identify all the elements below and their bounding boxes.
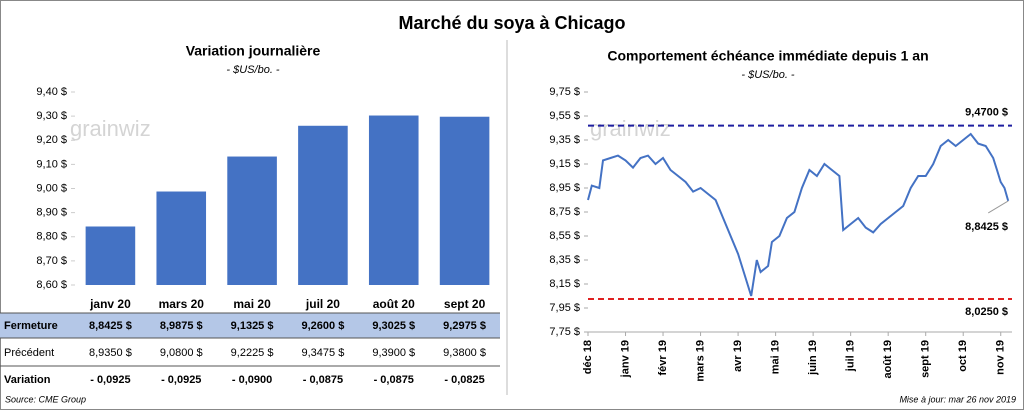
- y-tick-label: 8,90 $: [36, 207, 67, 219]
- x-tick-label: juil 20: [305, 297, 340, 311]
- x-tick-label: août 19: [882, 340, 894, 379]
- x-tick-label: août 20: [373, 297, 415, 311]
- x-tick-label: mai 20: [233, 297, 271, 311]
- x-tick-label: févr 19: [657, 340, 669, 375]
- table-cell: 9,3475 $: [302, 347, 345, 359]
- bar: [298, 125, 348, 286]
- chart-subtitle: - $US/bo. -: [226, 64, 280, 76]
- y-tick-label: 8,15 $: [549, 278, 580, 290]
- x-tick-label: déc 18: [582, 340, 594, 374]
- x-tick-label: nov 19: [995, 340, 1007, 375]
- table-cell: - 0,0925: [161, 374, 201, 386]
- y-tick-label: 8,75 $: [549, 206, 580, 218]
- x-tick-label: juin 19: [807, 340, 819, 376]
- updated: Mise à jour: mar 26 nov 2019: [899, 394, 1016, 404]
- table-cell: 9,2975 $: [443, 320, 486, 332]
- bar: [439, 116, 490, 286]
- table-cell: 9,3025 $: [372, 320, 415, 332]
- y-tick-label: 7,95 $: [549, 302, 580, 314]
- y-tick-label: 8,60 $: [36, 279, 67, 291]
- table-cell: 9,0800 $: [160, 347, 203, 359]
- y-tick-label: 8,95 $: [549, 182, 580, 194]
- y-tick-label: 8,70 $: [36, 255, 67, 267]
- table-cell: 9,1325 $: [231, 320, 274, 332]
- y-tick-label: 9,15 $: [549, 158, 580, 170]
- x-tick-label: janv 20: [89, 297, 131, 311]
- y-tick-label: 9,75 $: [549, 86, 580, 98]
- y-tick-label: 9,30 $: [36, 110, 67, 122]
- table-cell: 8,9350 $: [89, 347, 132, 359]
- y-tick-label: 8,80 $: [36, 231, 67, 243]
- row-highlight: [0, 313, 500, 338]
- bar: [368, 115, 419, 285]
- table-cell: 9,2225 $: [231, 347, 274, 359]
- y-tick-label: 9,40 $: [36, 86, 67, 98]
- row-label: Variation: [4, 374, 51, 386]
- page-title: Marché du soya à Chicago: [398, 13, 625, 33]
- table-cell: - 0,0875: [303, 374, 343, 386]
- reference-label: 8,0250 $: [965, 306, 1008, 318]
- chart-title: Variation journalière: [186, 43, 321, 59]
- bar: [85, 226, 136, 285]
- x-tick-label: sept 19: [920, 340, 932, 378]
- watermark: grainwiz: [590, 116, 671, 141]
- table-cell: 8,9875 $: [160, 320, 203, 332]
- y-tick-label: 9,10 $: [36, 158, 67, 170]
- bar: [156, 191, 207, 285]
- row-label: Précédent: [4, 347, 54, 359]
- table-cell: 9,3800 $: [443, 347, 486, 359]
- source: Source: CME Group: [5, 394, 86, 404]
- y-tick-label: 8,35 $: [549, 254, 580, 266]
- x-tick-label: avr 19: [732, 340, 744, 372]
- x-tick-label: mars 20: [159, 297, 205, 311]
- reference-label: 9,4700 $: [965, 107, 1008, 119]
- table-cell: 9,2600 $: [302, 320, 345, 332]
- table-cell: - 0,0875: [374, 374, 414, 386]
- x-tick-label: janv 19: [619, 340, 631, 378]
- y-tick-label: 8,55 $: [549, 230, 580, 242]
- bar: [227, 156, 277, 285]
- table-cell: - 0,0925: [90, 374, 130, 386]
- x-tick-label: juil 19: [845, 340, 857, 372]
- end-label: 8,8425 $: [965, 221, 1008, 233]
- leader: [987, 200, 1009, 214]
- x-tick-label: mai 19: [770, 340, 782, 374]
- table-cell: 9,3900 $: [372, 347, 415, 359]
- chart-title: Comportement échéance immédiate depuis 1…: [607, 48, 928, 64]
- price-line: [587, 132, 1010, 297]
- chart-subtitle: - $US/bo. -: [741, 69, 795, 81]
- y-tick-label: 9,55 $: [549, 110, 580, 122]
- y-tick-label: 9,00 $: [36, 182, 67, 194]
- x-tick-label: oct 19: [957, 340, 969, 372]
- table-cell: 8,8425 $: [89, 320, 132, 332]
- watermark: grainwiz: [70, 116, 151, 141]
- row-label: Fermeture: [4, 320, 58, 332]
- y-tick-label: 9,20 $: [36, 134, 67, 146]
- y-tick-label: 7,75 $: [549, 326, 580, 338]
- table-cell: - 0,0825: [444, 374, 484, 386]
- y-tick-label: 9,35 $: [549, 134, 580, 146]
- x-tick-label: mars 19: [694, 340, 706, 382]
- table-cell: - 0,0900: [232, 374, 272, 386]
- x-tick-label: sept 20: [444, 297, 486, 311]
